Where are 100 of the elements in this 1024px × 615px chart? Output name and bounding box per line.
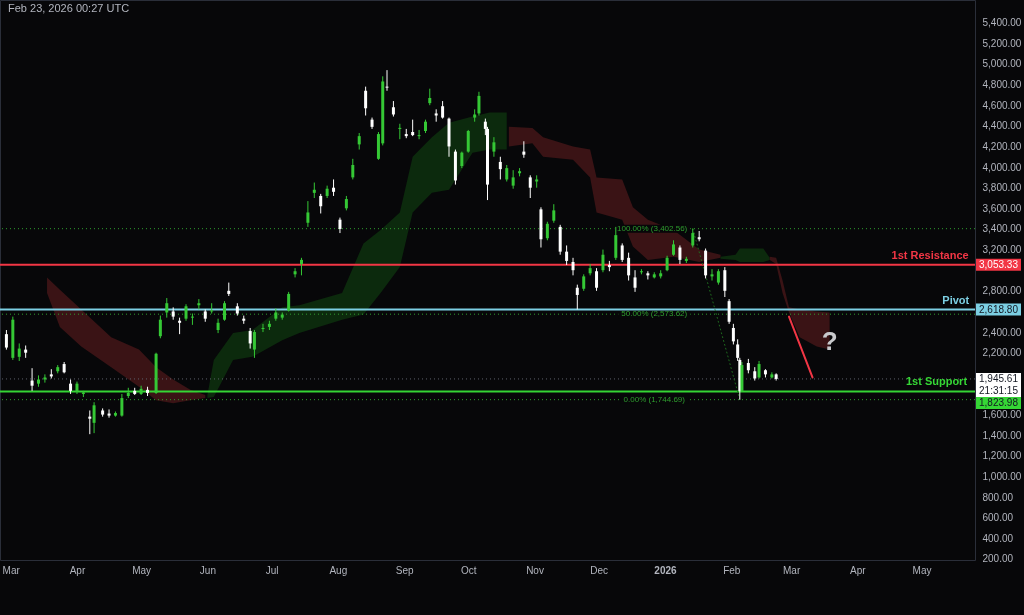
y-tick-label: 3,800.00 (982, 182, 1022, 194)
candlestick (588, 263, 592, 276)
candlestick (165, 297, 169, 319)
annotation: 1st Resistance (891, 248, 969, 261)
y-tick-label: 1,000.00 (982, 470, 1022, 482)
x-tick-label: Aug (329, 564, 348, 576)
y-tick-label: 2,800.00 (982, 285, 1022, 297)
candlestick (633, 269, 637, 293)
candlestick (158, 315, 162, 339)
candlestick (4, 329, 8, 351)
annotation: 50.00% (2,573.62) (621, 309, 688, 319)
annotation: Feb 23, 2026 00:27 UTC (8, 2, 130, 14)
candlestick (287, 291, 291, 312)
candlestick (252, 329, 256, 359)
x-tick-label: May (912, 564, 932, 576)
candlestick (691, 228, 695, 249)
x-tick-label: Oct (460, 564, 477, 576)
ref-line-label: 1,945.61 21:31:15 (979, 372, 1019, 396)
x-tick-label: May (132, 564, 152, 576)
candlestick (190, 313, 194, 326)
y-tick-label: 3,600.00 (982, 202, 1022, 214)
candlestick (511, 169, 515, 190)
candlestick (646, 270, 650, 280)
candlestick (216, 318, 220, 334)
annotation: ? (821, 326, 838, 357)
candlestick (595, 267, 599, 292)
x-tick-label: 2026 (654, 564, 678, 576)
y-tick-label: 4,000.00 (982, 161, 1022, 173)
x-tick-label: Mar (2, 564, 21, 576)
candlestick (223, 300, 227, 322)
candlestick (565, 244, 569, 266)
candlestick (43, 373, 47, 384)
annotation: Pivot (942, 293, 970, 306)
y-tick-label: 1,600.00 (982, 409, 1022, 421)
candlestick (498, 156, 502, 180)
y-tick-label: 400.00 (982, 532, 1014, 544)
candlestick (398, 123, 402, 140)
candlestick (466, 129, 470, 154)
candlestick (319, 193, 323, 214)
candlestick (261, 323, 265, 333)
y-tick-label: 4,600.00 (982, 99, 1022, 111)
x-tick-label: Apr (69, 564, 86, 576)
candlestick (770, 371, 774, 379)
candlestick (30, 367, 34, 392)
candlestick (575, 284, 579, 310)
y-tick-label: 4,200.00 (982, 140, 1022, 152)
y-tick-label: 4,400.00 (982, 120, 1022, 132)
candlestick (385, 69, 389, 92)
candlestick (552, 203, 556, 224)
candlestick (107, 408, 111, 419)
candlestick (727, 298, 731, 325)
candlestick (477, 91, 481, 117)
candlestick (627, 252, 631, 282)
y-tick-label: 600.00 (982, 512, 1014, 524)
candlestick (545, 221, 549, 241)
candlestick (492, 136, 496, 158)
y-tick-label: 1,400.00 (982, 429, 1022, 441)
y-tick-label: 2,200.00 (982, 347, 1022, 359)
annotation: 100.00% (3,402.56) (617, 223, 688, 233)
candlestick (210, 302, 214, 315)
annotation: 0.00% (1,744.69) (623, 394, 686, 404)
candlestick (528, 174, 532, 199)
y-tick-label: 1,200.00 (982, 450, 1022, 462)
candlestick (620, 242, 624, 263)
x-tick-label: Dec (590, 564, 609, 576)
y-tick-label: 3,200.00 (982, 244, 1022, 256)
ref-line-label: 3,053.33 (979, 258, 1019, 270)
x-tick-label: Sep (395, 564, 414, 576)
y-tick-label: 800.00 (982, 491, 1014, 503)
candlestick (571, 257, 575, 276)
ref-line-label: 1,823.98 (979, 396, 1019, 408)
candlestick (723, 266, 727, 298)
candlestick (306, 200, 310, 228)
x-tick-label: Jun (199, 564, 216, 576)
candlestick (417, 129, 421, 140)
candlestick (364, 86, 368, 117)
x-tick-label: Mar (783, 564, 801, 576)
y-tick-label: 5,000.00 (982, 58, 1022, 70)
candlestick (351, 158, 355, 180)
x-tick-label: Nov (526, 564, 544, 576)
annotation: 1st Support (905, 375, 968, 388)
ref-line-label: 2,618.80 (979, 303, 1019, 315)
x-tick-label: Jul (265, 564, 279, 576)
candlestick (678, 244, 682, 265)
y-tick-label: 5,400.00 (982, 17, 1022, 29)
y-tick-label: 4,800.00 (982, 79, 1022, 91)
candlestick (88, 409, 92, 435)
x-tick-label: Feb (723, 564, 741, 576)
candlestick (120, 393, 124, 418)
x-tick-label: Apr (850, 564, 867, 576)
candlestick (614, 226, 618, 261)
candlestick (731, 323, 735, 345)
candlestick (248, 327, 252, 350)
candlestick (92, 401, 96, 434)
y-tick-label: 3,400.00 (982, 223, 1022, 235)
y-tick-label: 200.00 (982, 553, 1014, 565)
candlestick (710, 268, 714, 282)
y-tick-label: 2,400.00 (982, 326, 1022, 338)
candlestick (601, 249, 605, 273)
candlestick (293, 267, 297, 278)
